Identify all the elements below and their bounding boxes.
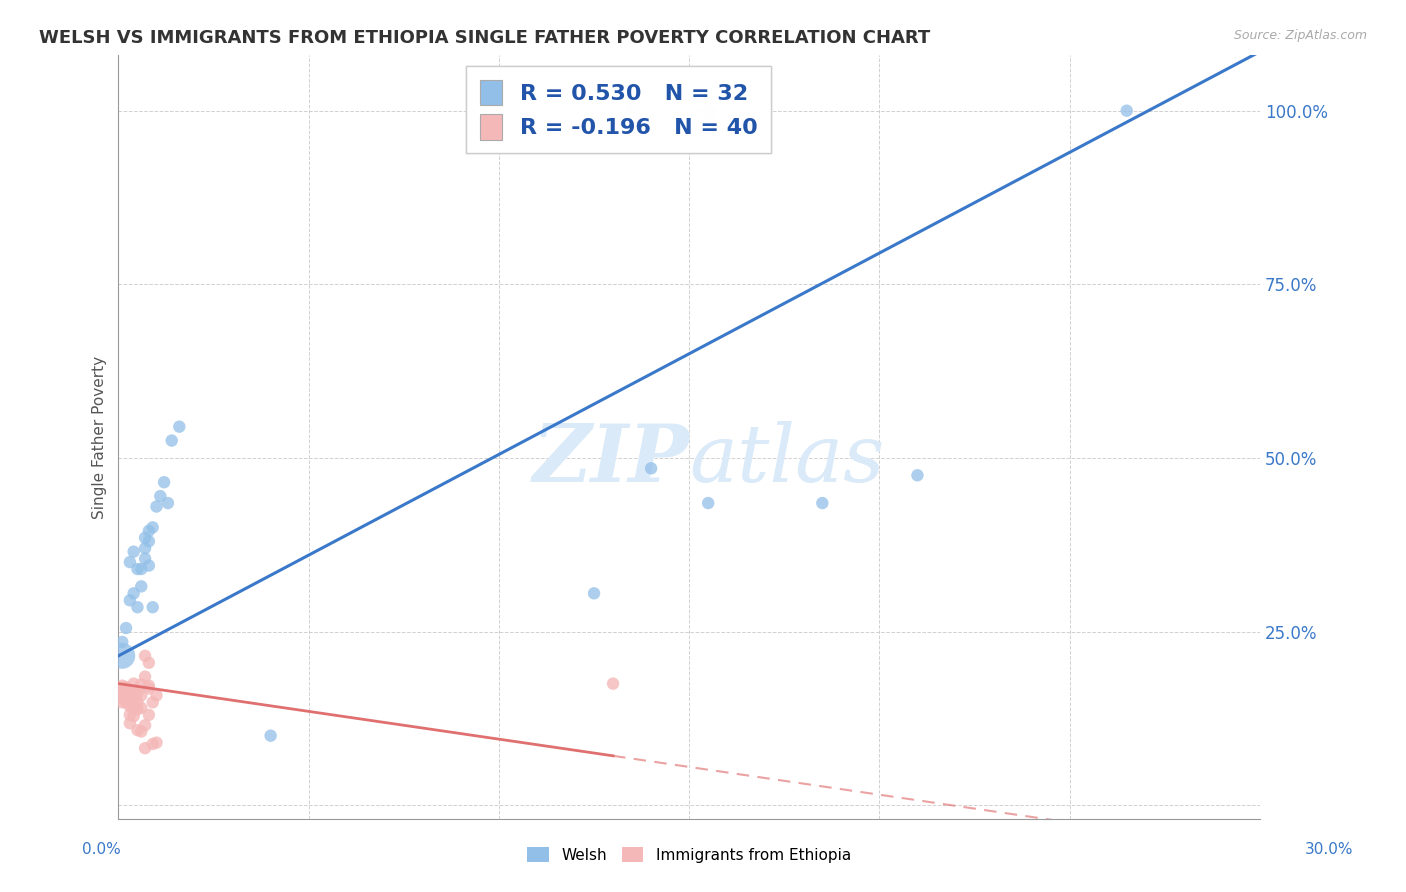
Point: [122, 544, 145, 558]
Point: [118, 707, 141, 722]
Point: [129, 677, 152, 691]
Point: [115, 685, 138, 699]
Point: [129, 724, 152, 739]
Point: [142, 600, 165, 615]
Point: [134, 541, 156, 556]
Point: [138, 656, 160, 670]
Point: [118, 687, 141, 701]
Point: [118, 593, 141, 607]
Point: [111, 648, 134, 663]
Point: [115, 689, 138, 703]
Y-axis label: Single Father Poverty: Single Father Poverty: [93, 356, 107, 518]
Point: [115, 621, 138, 635]
Point: [149, 489, 172, 503]
Text: WELSH VS IMMIGRANTS FROM ETHIOPIA SINGLE FATHER POVERTY CORRELATION CHART: WELSH VS IMMIGRANTS FROM ETHIOPIA SINGLE…: [39, 29, 931, 46]
Point: [111, 695, 134, 709]
Point: [697, 496, 720, 510]
Point: [134, 670, 156, 684]
Point: [153, 475, 176, 490]
Point: [156, 496, 179, 510]
Point: [811, 496, 834, 510]
Point: [127, 702, 149, 716]
Point: [640, 461, 662, 475]
Text: 30.0%: 30.0%: [1305, 842, 1353, 856]
Point: [907, 468, 929, 483]
Point: [127, 723, 149, 738]
Point: [134, 531, 156, 545]
Point: [122, 701, 145, 715]
Point: [122, 691, 145, 706]
Point: [122, 676, 145, 690]
Point: [138, 681, 160, 696]
Point: [115, 690, 138, 704]
Point: [145, 689, 167, 703]
Point: [115, 695, 138, 709]
Point: [583, 586, 606, 600]
Point: [142, 695, 165, 709]
Point: [111, 683, 134, 698]
Text: ZIP: ZIP: [533, 421, 689, 499]
Point: [134, 551, 156, 566]
Point: [697, 103, 720, 118]
Point: [134, 718, 156, 732]
Point: [134, 648, 156, 663]
Point: [118, 555, 141, 569]
Point: [118, 699, 141, 714]
Point: [145, 500, 167, 514]
Point: [129, 579, 152, 593]
Text: atlas: atlas: [689, 421, 884, 499]
Point: [621, 103, 644, 118]
Point: [115, 680, 138, 694]
Point: [127, 600, 149, 615]
Point: [118, 716, 141, 731]
Point: [122, 586, 145, 600]
Point: [111, 679, 134, 693]
Point: [111, 690, 134, 705]
Point: [138, 679, 160, 693]
Point: [129, 562, 152, 576]
Point: [122, 709, 145, 723]
Point: [138, 707, 160, 722]
Point: [111, 635, 134, 649]
Point: [169, 419, 191, 434]
Point: [602, 676, 624, 690]
Point: [127, 562, 149, 576]
Point: [142, 737, 165, 751]
Point: [138, 558, 160, 573]
Point: [138, 534, 160, 549]
Point: [111, 687, 134, 701]
Point: [1115, 103, 1137, 118]
Point: [127, 685, 149, 699]
Text: 0.0%: 0.0%: [82, 842, 121, 856]
Point: [259, 729, 281, 743]
Point: [142, 520, 165, 534]
Point: [127, 695, 149, 709]
Point: [122, 683, 145, 698]
Point: [160, 434, 183, 448]
Legend: R = 0.530   N = 32, R = -0.196   N = 40: R = 0.530 N = 32, R = -0.196 N = 40: [467, 66, 770, 153]
Point: [129, 689, 152, 703]
Point: [145, 736, 167, 750]
Text: Source: ZipAtlas.com: Source: ZipAtlas.com: [1233, 29, 1367, 42]
Point: [134, 741, 156, 756]
Point: [138, 524, 160, 538]
Point: [129, 701, 152, 715]
